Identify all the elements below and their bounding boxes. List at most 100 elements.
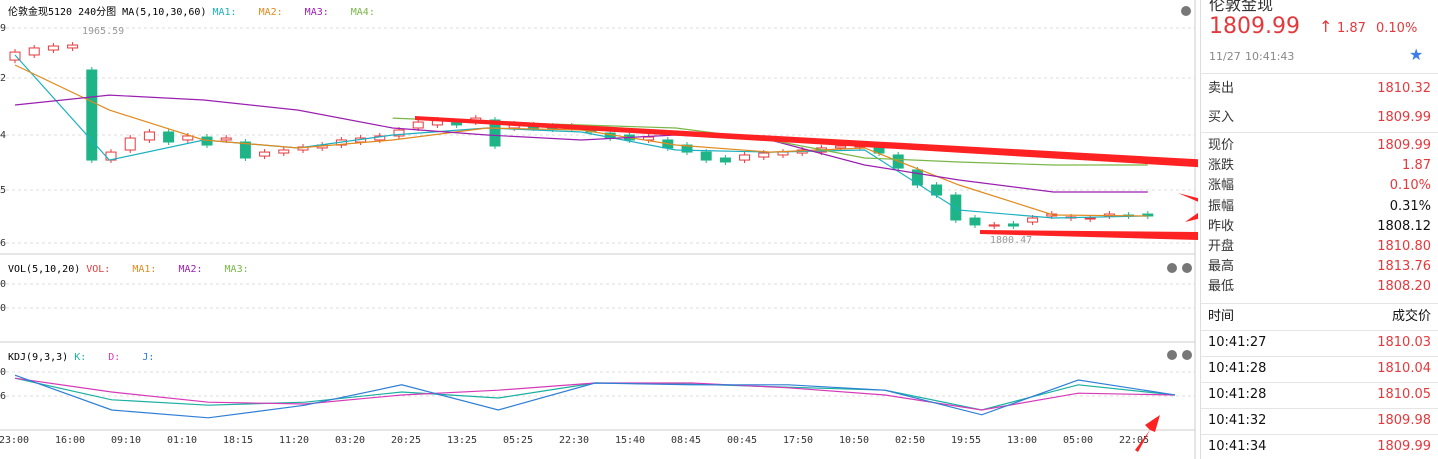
trade-row: 10:41:28 1810.04 bbox=[1201, 359, 1438, 379]
candle bbox=[931, 184, 943, 196]
change: 1.87 bbox=[1337, 21, 1366, 36]
quote-row: 最高 1813.76 bbox=[1201, 257, 1438, 277]
panel-title: 伦敦金现5120 240分图 MA(5,10,30,60) bbox=[8, 5, 206, 18]
candle bbox=[163, 131, 175, 143]
legend-item: K: bbox=[74, 352, 86, 363]
x-axis-label: 13:00 bbox=[1007, 435, 1037, 446]
candle bbox=[508, 123, 520, 129]
candle bbox=[393, 129, 405, 137]
x-axis-label: 13:25 bbox=[447, 435, 477, 446]
favorite: ★ bbox=[1409, 45, 1424, 64]
y-axis-label: 4 bbox=[0, 130, 6, 141]
separator bbox=[1201, 303, 1438, 304]
trade-price: 1809.98 bbox=[1377, 413, 1431, 428]
candle bbox=[451, 121, 463, 126]
candle bbox=[1027, 217, 1039, 223]
field-value: 0.31% bbox=[1389, 198, 1431, 214]
candle bbox=[143, 131, 155, 141]
legend-item: VOL: bbox=[86, 264, 110, 275]
y-axis-label: 5 bbox=[0, 185, 6, 196]
candle bbox=[182, 135, 194, 141]
trade-price: 1810.04 bbox=[1377, 361, 1431, 376]
x-axis-label: 20:25 bbox=[391, 435, 421, 446]
y-axis-label: 9 bbox=[0, 23, 6, 34]
trade-row: 10:41:27 1810.03 bbox=[1201, 333, 1438, 353]
x-axis-label: 10:50 bbox=[839, 435, 869, 446]
x-axis-label: 22:05 bbox=[1119, 435, 1149, 446]
y-axis-label: 6 bbox=[0, 391, 6, 402]
trade-price: 1809.99 bbox=[1377, 439, 1431, 454]
candle bbox=[988, 224, 1000, 227]
candle bbox=[758, 152, 770, 158]
x-axis-label: 11:20 bbox=[279, 435, 309, 446]
candle bbox=[86, 69, 98, 161]
quote-row: 振幅 0.31% bbox=[1201, 197, 1438, 217]
high-label: 1965.59 bbox=[82, 26, 124, 37]
field-value: 1813.76 bbox=[1377, 259, 1431, 275]
low-label: 1800.47 bbox=[990, 235, 1032, 246]
y-axis-label: 2 bbox=[0, 73, 6, 84]
separator bbox=[1201, 73, 1438, 74]
quote-row: 涨幅 0.10% bbox=[1201, 176, 1438, 196]
candle bbox=[1084, 217, 1096, 220]
x-axis-label: 15:40 bbox=[615, 435, 645, 446]
candle bbox=[777, 151, 789, 156]
candle bbox=[412, 121, 424, 129]
candle bbox=[67, 44, 79, 49]
field-label: 开盘 bbox=[1208, 239, 1235, 254]
trade-time: 10:41:34 bbox=[1208, 439, 1267, 454]
trade-row: 10:41:32 1809.98 bbox=[1201, 411, 1438, 431]
x-axis-label: 09:10 bbox=[111, 435, 141, 446]
trade-time: 10:41:27 bbox=[1208, 335, 1267, 350]
time: 10:41:43 bbox=[1245, 50, 1295, 63]
separator bbox=[1201, 408, 1438, 409]
legend-item: MA1: bbox=[132, 264, 156, 275]
candle bbox=[700, 151, 712, 161]
trade-price: 1810.03 bbox=[1377, 335, 1431, 350]
indicator-line bbox=[392, 117, 1148, 166]
header-cell: 时间 bbox=[1208, 309, 1235, 324]
quote-row: 开盘 1810.80 bbox=[1201, 237, 1438, 257]
candle bbox=[431, 119, 443, 126]
candle bbox=[1007, 223, 1019, 227]
x-axis-label: 22:30 bbox=[559, 435, 589, 446]
candle bbox=[259, 151, 271, 157]
legend-item: J: bbox=[142, 352, 154, 363]
candle bbox=[911, 169, 923, 186]
x-axis-label: 19:55 bbox=[951, 435, 981, 446]
candle bbox=[547, 125, 559, 130]
x-axis-label: 03:20 bbox=[335, 435, 365, 446]
legend-item: MA1: bbox=[212, 7, 236, 18]
trades-header: 时间 成交价 bbox=[1201, 307, 1438, 327]
x-axis-label: 05:25 bbox=[503, 435, 533, 446]
last-price: 1809.99 bbox=[1209, 14, 1300, 39]
quote-row: 现价 1809.99 bbox=[1201, 136, 1438, 156]
separator bbox=[1201, 434, 1438, 435]
candle bbox=[47, 45, 59, 51]
field-label: 昨收 bbox=[1208, 218, 1235, 234]
x-axis-label: 08:45 bbox=[671, 435, 701, 446]
y-axis-label: 0 bbox=[0, 367, 6, 378]
grid bbox=[0, 0, 1196, 459]
trade-time: 10:41:28 bbox=[1208, 387, 1267, 402]
panel-title: KDJ(9,3,3) bbox=[8, 352, 68, 363]
field-value: 1809.99 bbox=[1377, 138, 1431, 153]
trade-row: 10:41:28 1810.05 bbox=[1201, 385, 1438, 405]
candle bbox=[739, 154, 751, 161]
trade-time: 10:41:32 bbox=[1208, 413, 1267, 428]
field-label: 振幅 bbox=[1208, 198, 1235, 214]
x-axis-label: 17:50 bbox=[783, 435, 813, 446]
panel-title: VOL(5,10,20) bbox=[8, 264, 80, 275]
x-axis-label: 01:10 bbox=[167, 435, 197, 446]
candle bbox=[9, 51, 21, 61]
field-label: 卖出 bbox=[1208, 81, 1235, 96]
field-value: 1810.80 bbox=[1377, 239, 1431, 254]
y-axis-label: 6 bbox=[0, 238, 6, 249]
candle bbox=[969, 217, 981, 226]
quote-row: 涨跌 1.87 bbox=[1201, 156, 1438, 176]
settings-icons[interactable] bbox=[1167, 6, 1192, 360]
candle bbox=[566, 125, 578, 129]
field-label: 现价 bbox=[1208, 138, 1235, 153]
quote-row: 昨收 1808.12 bbox=[1201, 217, 1438, 237]
